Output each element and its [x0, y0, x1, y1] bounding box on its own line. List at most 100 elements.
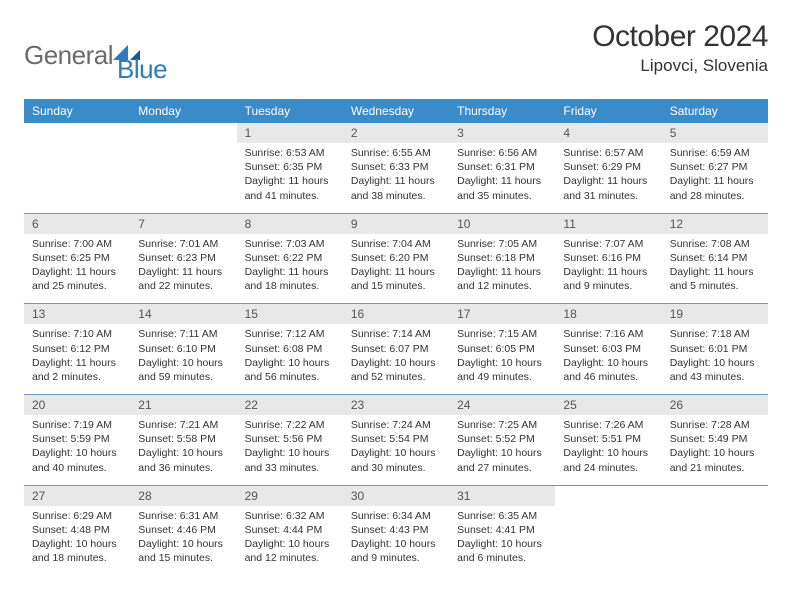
day-number-cell: 28 — [130, 486, 236, 506]
logo-text-right: Blue — [117, 54, 167, 85]
day-detail-cell: Sunrise: 7:25 AMSunset: 5:52 PMDaylight:… — [449, 415, 555, 485]
sunset-text: Sunset: 6:35 PM — [245, 160, 335, 174]
month-title: October 2024 — [592, 20, 768, 54]
day-number-cell: 1 — [237, 123, 343, 143]
sunrise-text: Sunrise: 7:00 AM — [32, 237, 122, 251]
daylight-text: Daylight: 10 hours and 36 minutes. — [138, 446, 228, 474]
sunrise-text: Sunrise: 7:04 AM — [351, 237, 441, 251]
sunset-text: Sunset: 6:23 PM — [138, 251, 228, 265]
day-detail-cell: Sunrise: 7:21 AMSunset: 5:58 PMDaylight:… — [130, 415, 236, 485]
day-number-cell: 2 — [343, 123, 449, 143]
day-number-cell: 8 — [237, 214, 343, 234]
sunrise-text: Sunrise: 7:15 AM — [457, 327, 547, 341]
day-detail-cell: Sunrise: 6:32 AMSunset: 4:44 PMDaylight:… — [237, 506, 343, 576]
day-detail-cell: Sunrise: 6:29 AMSunset: 4:48 PMDaylight:… — [24, 506, 130, 576]
day-detail-cell: Sunrise: 6:34 AMSunset: 4:43 PMDaylight:… — [343, 506, 449, 576]
sunrise-text: Sunrise: 7:05 AM — [457, 237, 547, 251]
day-number-cell: 13 — [24, 304, 130, 324]
calendar-table: SundayMondayTuesdayWednesdayThursdayFrid… — [24, 99, 768, 575]
sunset-text: Sunset: 5:54 PM — [351, 432, 441, 446]
day-detail-cell: Sunrise: 7:10 AMSunset: 6:12 PMDaylight:… — [24, 324, 130, 394]
day-number-row: 6789101112 — [24, 214, 768, 234]
sunset-text: Sunset: 5:52 PM — [457, 432, 547, 446]
day-number-cell: 24 — [449, 395, 555, 415]
sunrise-text: Sunrise: 6:56 AM — [457, 146, 547, 160]
day-number-cell — [130, 123, 236, 143]
day-detail-cell: Sunrise: 6:59 AMSunset: 6:27 PMDaylight:… — [662, 143, 768, 213]
sunset-text: Sunset: 6:07 PM — [351, 342, 441, 356]
daylight-text: Daylight: 11 hours and 12 minutes. — [457, 265, 547, 293]
sunrise-text: Sunrise: 7:03 AM — [245, 237, 335, 251]
day-number-cell: 4 — [555, 123, 661, 143]
daylight-text: Daylight: 11 hours and 15 minutes. — [351, 265, 441, 293]
day-detail-cell: Sunrise: 6:57 AMSunset: 6:29 PMDaylight:… — [555, 143, 661, 213]
daylight-text: Daylight: 11 hours and 9 minutes. — [563, 265, 653, 293]
day-number-cell: 14 — [130, 304, 236, 324]
sunrise-text: Sunrise: 6:31 AM — [138, 509, 228, 523]
sunrise-text: Sunrise: 7:18 AM — [670, 327, 760, 341]
header: General Blue October 2024 Lipovci, Slove… — [24, 20, 768, 85]
day-number-cell: 23 — [343, 395, 449, 415]
day-detail-cell: Sunrise: 7:08 AMSunset: 6:14 PMDaylight:… — [662, 234, 768, 304]
sunrise-text: Sunrise: 7:28 AM — [670, 418, 760, 432]
daylight-text: Daylight: 11 hours and 18 minutes. — [245, 265, 335, 293]
day-number-cell: 5 — [662, 123, 768, 143]
day-detail-cell: Sunrise: 6:53 AMSunset: 6:35 PMDaylight:… — [237, 143, 343, 213]
day-number-cell — [24, 123, 130, 143]
daylight-text: Daylight: 10 hours and 15 minutes. — [138, 537, 228, 565]
day-detail-row: Sunrise: 6:53 AMSunset: 6:35 PM Daylight:… — [24, 143, 768, 213]
day-detail-cell: Sunrise: 7:04 AMSunset: 6:20 PMDaylight:… — [343, 234, 449, 304]
day-of-week-header: Sunday — [24, 99, 130, 123]
day-detail-cell: Sunrise: 7:15 AMSunset: 6:05 PMDaylight:… — [449, 324, 555, 394]
sunrise-text: Sunrise: 7:01 AM — [138, 237, 228, 251]
sunrise-text: Sunrise: 7:11 AM — [138, 327, 228, 341]
day-detail-cell: Sunrise: 6:56 AMSunset: 6:31 PMDaylight:… — [449, 143, 555, 213]
daylight-text: Daylight: 10 hours and 21 minutes. — [670, 446, 760, 474]
day-of-week-header: Wednesday — [343, 99, 449, 123]
sunrise-text: Sunrise: 6:57 AM — [563, 146, 653, 160]
day-number-cell: 9 — [343, 214, 449, 234]
daylight-text: Daylight: 11 hours and 31 minutes. — [563, 174, 653, 202]
day-detail-row: Sunrise: 7:19 AMSunset: 5:59 PM Daylight:… — [24, 415, 768, 485]
day-number-cell: 15 — [237, 304, 343, 324]
sunset-text: Sunset: 6:25 PM — [32, 251, 122, 265]
daylight-text: Daylight: 11 hours and 38 minutes. — [351, 174, 441, 202]
daylight-text: Daylight: 11 hours and 25 minutes. — [32, 265, 122, 293]
day-number-cell: 26 — [662, 395, 768, 415]
daylight-text: Daylight: 10 hours and 33 minutes. — [245, 446, 335, 474]
sunset-text: Sunset: 6:10 PM — [138, 342, 228, 356]
day-number-row: 13141516171819 — [24, 304, 768, 324]
day-number-cell: 25 — [555, 395, 661, 415]
sunset-text: Sunset: 6:18 PM — [457, 251, 547, 265]
sunset-text: Sunset: 6:33 PM — [351, 160, 441, 174]
sunrise-text: Sunrise: 7:22 AM — [245, 418, 335, 432]
day-detail-cell: Sunrise: 7:14 AMSunset: 6:07 PMDaylight:… — [343, 324, 449, 394]
day-number-cell: 21 — [130, 395, 236, 415]
daylight-text: Daylight: 10 hours and 18 minutes. — [32, 537, 122, 565]
sunrise-text: Sunrise: 7:24 AM — [351, 418, 441, 432]
day-detail-cell: Sunrise: 7:05 AMSunset: 6:18 PMDaylight:… — [449, 234, 555, 304]
daylight-text: Daylight: 11 hours and 28 minutes. — [670, 174, 760, 202]
day-number-cell: 16 — [343, 304, 449, 324]
daylight-text: Daylight: 10 hours and 30 minutes. — [351, 446, 441, 474]
daylight-text: Daylight: 11 hours and 22 minutes. — [138, 265, 228, 293]
day-number-cell: 10 — [449, 214, 555, 234]
sunrise-text: Sunrise: 7:08 AM — [670, 237, 760, 251]
day-detail-cell: Sunrise: 7:01 AMSunset: 6:23 PMDaylight:… — [130, 234, 236, 304]
daylight-text: Daylight: 10 hours and 52 minutes. — [351, 356, 441, 384]
day-number-cell: 31 — [449, 486, 555, 506]
sunrise-text: Sunrise: 6:53 AM — [245, 146, 335, 160]
sunset-text: Sunset: 5:59 PM — [32, 432, 122, 446]
daylight-text: Daylight: 11 hours and 35 minutes. — [457, 174, 547, 202]
day-number-cell: 19 — [662, 304, 768, 324]
sunset-text: Sunset: 5:49 PM — [670, 432, 760, 446]
sunset-text: Sunset: 6:22 PM — [245, 251, 335, 265]
sunrise-text: Sunrise: 7:19 AM — [32, 418, 122, 432]
day-detail-cell: Sunrise: 7:03 AMSunset: 6:22 PMDaylight:… — [237, 234, 343, 304]
sunrise-text: Sunrise: 7:10 AM — [32, 327, 122, 341]
sunset-text: Sunset: 6:29 PM — [563, 160, 653, 174]
day-of-week-header: Friday — [555, 99, 661, 123]
sunrise-text: Sunrise: 6:34 AM — [351, 509, 441, 523]
day-detail-cell: Sunrise: 7:12 AMSunset: 6:08 PMDaylight:… — [237, 324, 343, 394]
day-detail-cell: Sunrise: 6:35 AMSunset: 4:41 PMDaylight:… — [449, 506, 555, 576]
